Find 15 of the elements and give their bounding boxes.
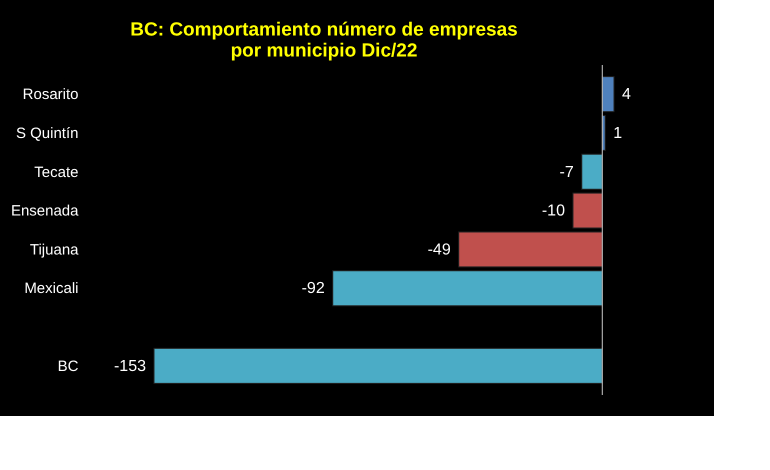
chart-title: BC: Comportamiento número de empresas por municipio Dic/22	[130, 20, 518, 62]
y-tick-label: Ensenada	[10, 202, 80, 220]
y-tick-label: Tecate	[34, 164, 78, 181]
data-label: -153	[114, 358, 146, 375]
data-label: 1	[613, 124, 622, 142]
y-tick-label: Mexicali	[24, 280, 78, 298]
y-tick-label: BC	[58, 358, 79, 375]
y-tick-label: Tijuana	[30, 241, 80, 258]
y-tick-label: Rosarito	[22, 86, 78, 104]
data-label: -92	[302, 280, 325, 298]
data-label: 4	[622, 86, 631, 104]
data-label: -7	[560, 164, 574, 181]
data-label: -10	[542, 202, 566, 220]
y-tick-label: S Quintín	[16, 124, 78, 142]
data-label: -49	[428, 241, 451, 258]
